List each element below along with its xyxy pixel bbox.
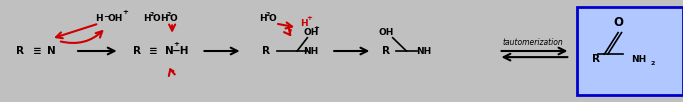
- Text: 2: 2: [266, 12, 270, 17]
- Text: O: O: [169, 14, 178, 23]
- Text: 2: 2: [650, 61, 654, 66]
- Text: R: R: [592, 54, 600, 64]
- Text: R: R: [133, 46, 141, 56]
- Text: O: O: [268, 14, 277, 23]
- Text: R: R: [382, 46, 390, 56]
- Text: tautomerization: tautomerization: [503, 38, 563, 47]
- Text: ≡: ≡: [150, 46, 158, 56]
- Text: H: H: [95, 14, 103, 23]
- Text: R: R: [16, 46, 25, 56]
- Text: O: O: [613, 16, 623, 29]
- Text: N: N: [47, 46, 55, 56]
- Text: +: +: [173, 41, 179, 47]
- Text: NH: NH: [631, 55, 646, 64]
- FancyBboxPatch shape: [577, 7, 683, 95]
- Text: NH: NH: [416, 47, 431, 55]
- Text: ≡: ≡: [33, 46, 42, 56]
- Text: 2: 2: [150, 12, 154, 17]
- Text: OH: OH: [107, 14, 122, 23]
- Text: O: O: [152, 14, 161, 23]
- Text: N: N: [165, 46, 173, 56]
- Text: −: −: [102, 12, 109, 21]
- Text: OH: OH: [303, 28, 318, 37]
- Text: H: H: [143, 14, 151, 23]
- Text: OH: OH: [378, 28, 393, 37]
- Text: −H: −H: [172, 46, 190, 56]
- Text: H: H: [259, 14, 267, 23]
- Text: H: H: [160, 14, 168, 23]
- Text: H: H: [300, 19, 308, 28]
- Text: 2: 2: [167, 12, 171, 17]
- Text: R: R: [262, 46, 270, 56]
- Text: +: +: [307, 15, 312, 21]
- Text: NH: NH: [303, 47, 318, 55]
- Text: +: +: [122, 9, 128, 15]
- Text: +: +: [313, 25, 319, 30]
